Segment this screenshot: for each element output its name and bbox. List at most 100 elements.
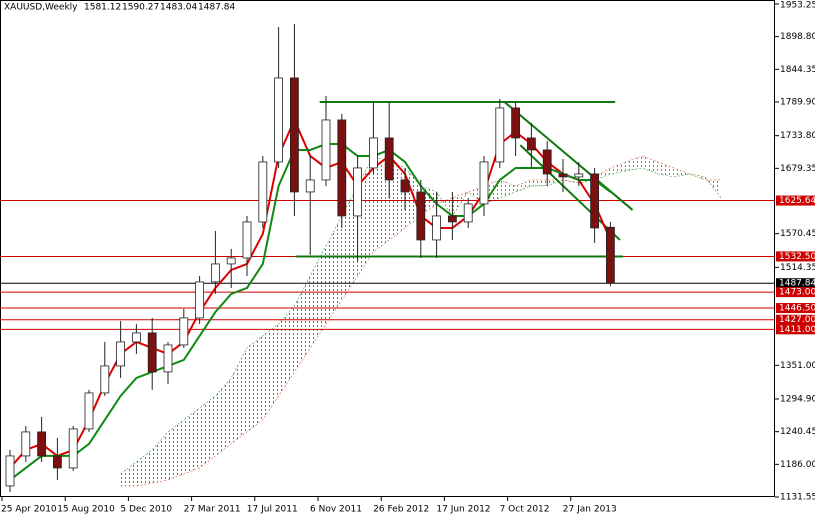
cloud-segment: [136, 449, 153, 486]
candle-body: [5, 455, 15, 487]
cloud-segment: [152, 431, 168, 483]
candle-body: [305, 179, 315, 193]
level-label-box: [776, 314, 815, 325]
level-label: 1487.84: [779, 279, 815, 289]
candle-body: [289, 77, 299, 193]
x-tick-label: 15 Aug 2010: [57, 505, 115, 515]
candle-body: [447, 215, 457, 223]
cloud-segment: [705, 176, 721, 198]
y-tick-label: 1514.35: [780, 263, 815, 273]
candle-body: [416, 191, 426, 241]
y-tick-label: 1186.00: [780, 460, 815, 470]
candle-body: [147, 332, 157, 373]
candle-body: [384, 137, 394, 181]
level-label-box: [776, 287, 815, 298]
x-tick-label: 6 Nov 2011: [310, 505, 362, 515]
candle-body: [258, 161, 268, 223]
x-tick-label: 25 Apr 2010: [1, 505, 57, 515]
candle-body: [100, 365, 110, 394]
cloud-segment: [231, 347, 247, 444]
level-label-box: [776, 303, 815, 314]
candle-body: [321, 119, 331, 181]
cloud-segment: [168, 419, 184, 480]
cloud-segment: [531, 179, 548, 186]
level-label-box: [776, 195, 815, 206]
cloud-segment: [515, 179, 532, 192]
candle-body: [337, 119, 347, 217]
cloud-segment: [673, 167, 690, 177]
cloud-segment: [626, 155, 642, 171]
level-label: 1446.50: [779, 304, 815, 314]
level-label-box: [776, 251, 815, 262]
level-label: 1625.64: [779, 196, 815, 206]
level-label: 1427.00: [779, 315, 815, 325]
candle-body: [511, 107, 521, 139]
x-tick-label: 5 Dec 2010: [120, 505, 172, 515]
x-tick-label: 17 Jun 2012: [436, 505, 490, 515]
y-tick-label: 1240.45: [780, 427, 815, 437]
candles-layer: [5, 23, 615, 492]
y-tick-label: 1789.90: [780, 98, 815, 108]
cloud-segment: [310, 245, 326, 348]
candle-body: [163, 344, 173, 373]
y-tick-label: 1570.45: [780, 229, 815, 239]
candle-body: [274, 77, 284, 163]
lines-layer: [0, 101, 775, 481]
cloud-segment: [610, 161, 627, 174]
candle-body: [527, 137, 536, 151]
cloud-segment: [278, 305, 295, 396]
cloud-edge: [120, 155, 722, 475]
cloud-segment: [578, 176, 595, 183]
y-tick-label: 1953.25: [780, 1, 815, 11]
candle-body: [495, 107, 505, 163]
cloud-segment: [436, 191, 453, 216]
candle-body: [558, 173, 568, 178]
trendline: [503, 101, 634, 211]
cloud-segment: [262, 323, 279, 420]
y-tick-label: 1733.80: [780, 131, 815, 141]
y-tick-label: 1131.55: [780, 493, 815, 503]
x-tick-label: 27 Jan 2013: [563, 505, 617, 515]
header-ohlc: 1487.84: [198, 3, 235, 13]
candle-body: [37, 431, 46, 457]
cloud-segment: [183, 407, 200, 474]
candle-body: [131, 332, 141, 343]
candle-body: [353, 167, 363, 217]
candle-body: [116, 341, 125, 367]
cloud-segment: [326, 215, 342, 324]
candle-body: [226, 257, 236, 265]
candle-body: [542, 149, 552, 175]
chart-title: XAUUSD,Weekly: [4, 3, 78, 13]
candle-body: [432, 215, 442, 241]
x-tick-label: 7 Oct 2012: [500, 505, 550, 515]
cloud-segment: [452, 191, 469, 216]
y-tick-label: 1679.35: [780, 164, 815, 174]
candle-body: [479, 161, 489, 205]
cloud-segment: [294, 275, 311, 372]
y-tick-label: 1844.35: [780, 65, 815, 75]
candle-body: [606, 226, 615, 284]
candle-body: [21, 431, 31, 457]
cloud-segment: [657, 161, 674, 177]
x-tick-label: 26 Feb 2012: [373, 505, 429, 515]
level-label: 1411.00: [779, 325, 815, 335]
y-tick-label: 1294.90: [780, 394, 815, 404]
cloud-segment: [215, 377, 232, 456]
header-ohlc: 1581.12: [84, 3, 121, 13]
y-tick-label: 1351.00: [780, 361, 815, 371]
candle-body: [590, 173, 599, 229]
cloud-segment: [199, 395, 216, 468]
cloud-segment: [247, 335, 263, 432]
header-ohlc: 1590.27: [122, 3, 159, 13]
x-tick-label: 27 Mar 2011: [184, 505, 241, 515]
candle-body: [368, 137, 378, 169]
cloud-segment: [689, 173, 706, 180]
candle-body: [400, 179, 410, 193]
candle-body: [195, 281, 205, 319]
candle-body: [210, 263, 220, 283]
level-label: 1473.00: [779, 288, 815, 298]
candle-body: [242, 221, 252, 259]
